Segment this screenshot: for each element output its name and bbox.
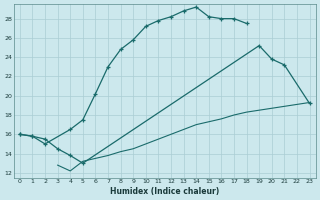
X-axis label: Humidex (Indice chaleur): Humidex (Indice chaleur) [110, 187, 219, 196]
